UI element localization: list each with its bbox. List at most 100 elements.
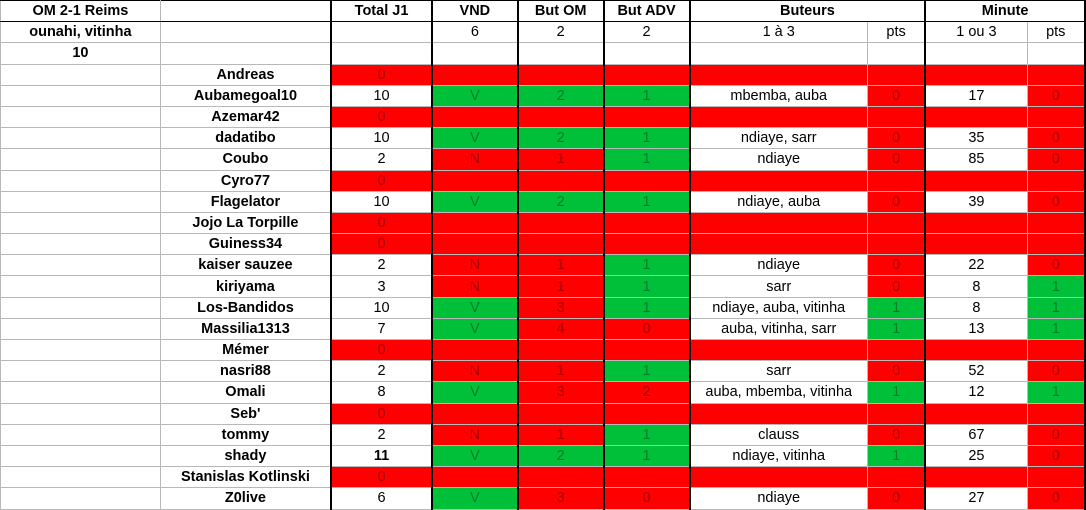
table-row: Guiness34 0 (0, 233, 1086, 256)
table-row: Massilia1313 7 V 4 0 auba, vitinha, sarr 1 13 1 (0, 317, 1086, 341)
pts-minute-cell: 0 (1026, 127, 1086, 150)
total-score: 10 (330, 190, 433, 213)
minute-cell: 85 (924, 148, 1028, 171)
total-score: 10 (330, 127, 433, 150)
pts-minute-cell (1026, 169, 1086, 192)
blank-cell (330, 42, 433, 65)
vnd-cell: N (430, 254, 519, 277)
col-vnd: VND (430, 0, 519, 23)
table-row: Flagelator 10 V 2 1 ndiaye, auba 0 39 0 (0, 190, 1086, 213)
vnd-cell (430, 169, 519, 192)
table-row: Los-Bandidos 10 V 3 1 ndiaye, auba, vitinha 1 8… (0, 296, 1086, 319)
player-name: Stanislas Kotlinski (159, 466, 332, 489)
but-om-cell: 1 (516, 423, 605, 446)
minute-cell (924, 169, 1028, 192)
vnd-cell: V (430, 381, 519, 404)
vnd-cell: V (430, 487, 519, 510)
but-adv-cell: 1 (602, 444, 691, 468)
buteurs-cell: sarr (688, 275, 868, 298)
sub-pts-1: pts (866, 21, 927, 44)
minute-cell (924, 233, 1028, 256)
vnd-cell (430, 338, 519, 362)
but-om-cell (516, 233, 605, 256)
player-name: Coubo (159, 148, 332, 171)
pts-buteurs-cell: 1 (866, 296, 927, 319)
sub-but-om: 2 (516, 21, 605, 44)
table-row: Jojo La Torpille 0 (0, 211, 1086, 235)
col-buteurs: Buteurs (688, 0, 927, 23)
but-om-cell: 3 (516, 487, 605, 510)
but-adv-cell: 0 (602, 487, 691, 510)
but-om-cell: 3 (516, 296, 605, 319)
table-row: Mémer 0 (0, 338, 1086, 362)
blank-cell (159, 42, 332, 65)
buteurs-cell: ndiaye (688, 148, 868, 171)
match-scorers: ounahi, vitinha (0, 21, 161, 44)
sub-buteurs: 1 à 3 (688, 21, 868, 44)
blank-cell (0, 148, 161, 171)
header-row-3: 10 (0, 42, 1086, 65)
blank-cell (0, 233, 161, 256)
pts-buteurs-cell: 0 (866, 127, 927, 150)
sub-minute: 1 ou 3 (924, 21, 1028, 44)
sub-vnd: 6 (430, 21, 519, 44)
but-adv-cell: 1 (602, 254, 691, 277)
pts-minute-cell (1026, 233, 1086, 256)
total-score: 2 (330, 254, 433, 277)
minute-cell (924, 105, 1028, 129)
table-row: Cyro77 0 (0, 169, 1086, 192)
but-om-cell: 2 (516, 190, 605, 213)
blank-cell (0, 487, 161, 510)
total-score: 8 (330, 381, 433, 404)
vnd-cell: N (430, 423, 519, 446)
table-row: Seb' 0 (0, 402, 1086, 425)
vnd-cell (430, 233, 519, 256)
pts-buteurs-cell: 0 (866, 190, 927, 213)
vnd-cell: N (430, 148, 519, 171)
but-adv-cell: 1 (602, 84, 691, 107)
total-score: 2 (330, 423, 433, 446)
but-adv-cell: 2 (602, 381, 691, 404)
pts-minute-cell (1026, 63, 1086, 86)
table-row: Z0live 6 V 3 0 ndiaye 0 27 0 (0, 487, 1086, 510)
blank-cell (866, 42, 927, 65)
minute-cell: 52 (924, 360, 1028, 383)
but-adv-cell: 0 (602, 317, 691, 341)
minute-cell (924, 211, 1028, 235)
total-score: 10 (330, 84, 433, 107)
col-but-adv: But ADV (602, 0, 691, 23)
but-adv-cell: 1 (602, 148, 691, 171)
vnd-cell: N (430, 275, 519, 298)
but-om-cell (516, 105, 605, 129)
pts-buteurs-cell (866, 105, 927, 129)
minute-cell: 8 (924, 296, 1028, 319)
pts-buteurs-cell (866, 466, 927, 489)
pts-minute-cell: 0 (1026, 360, 1086, 383)
buteurs-cell (688, 105, 868, 129)
table-row: Andreas 0 (0, 63, 1086, 86)
pts-minute-cell: 1 (1026, 296, 1086, 319)
table-row: kaiser sauzee 2 N 1 1 ndiaye 0 22 0 (0, 254, 1086, 277)
sub-pts-2: pts (1026, 21, 1086, 44)
total-score: 10 (330, 296, 433, 319)
blank-cell (602, 42, 691, 65)
buteurs-cell: ndiaye, sarr (688, 127, 868, 150)
blank-cell (0, 127, 161, 150)
player-name: Cyro77 (159, 169, 332, 192)
blank-cell (924, 42, 1028, 65)
but-om-cell (516, 169, 605, 192)
player-name: Aubamegoal10 (159, 84, 332, 107)
vnd-cell: V (430, 317, 519, 341)
pts-minute-cell: 0 (1026, 148, 1086, 171)
but-om-cell: 2 (516, 84, 605, 107)
buteurs-cell: ndiaye, auba (688, 190, 868, 213)
pts-minute-cell: 0 (1026, 487, 1086, 510)
pts-buteurs-cell: 0 (866, 275, 927, 298)
player-name: Z0live (159, 487, 332, 510)
sub-but-adv: 2 (602, 21, 691, 44)
table-row: shady 11 V 2 1 ndiaye, vitinha 1 25 0 (0, 444, 1086, 468)
buteurs-cell: mbemba, auba (688, 84, 868, 107)
pts-minute-cell: 0 (1026, 190, 1086, 213)
but-om-cell: 1 (516, 360, 605, 383)
total-score: 7 (330, 317, 433, 341)
